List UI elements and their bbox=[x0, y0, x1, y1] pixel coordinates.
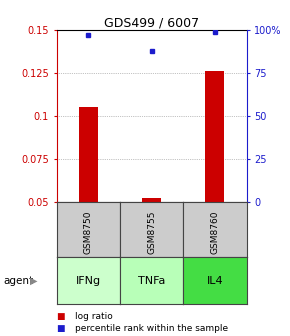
Bar bbox=[205, 71, 224, 202]
Text: agent: agent bbox=[3, 276, 33, 286]
Text: IFNg: IFNg bbox=[76, 276, 101, 286]
Text: ■: ■ bbox=[57, 324, 65, 333]
Text: GSM8750: GSM8750 bbox=[84, 210, 93, 254]
Text: log ratio: log ratio bbox=[75, 312, 113, 321]
Text: IL4: IL4 bbox=[206, 276, 223, 286]
Text: ■: ■ bbox=[57, 312, 65, 321]
Title: GDS499 / 6007: GDS499 / 6007 bbox=[104, 16, 199, 29]
Text: GSM8760: GSM8760 bbox=[210, 210, 219, 254]
Text: GSM8755: GSM8755 bbox=[147, 210, 156, 254]
Text: ▶: ▶ bbox=[30, 276, 37, 286]
Bar bbox=[79, 108, 98, 202]
Bar bbox=[142, 198, 161, 202]
Text: percentile rank within the sample: percentile rank within the sample bbox=[75, 324, 229, 333]
Text: TNFa: TNFa bbox=[138, 276, 165, 286]
